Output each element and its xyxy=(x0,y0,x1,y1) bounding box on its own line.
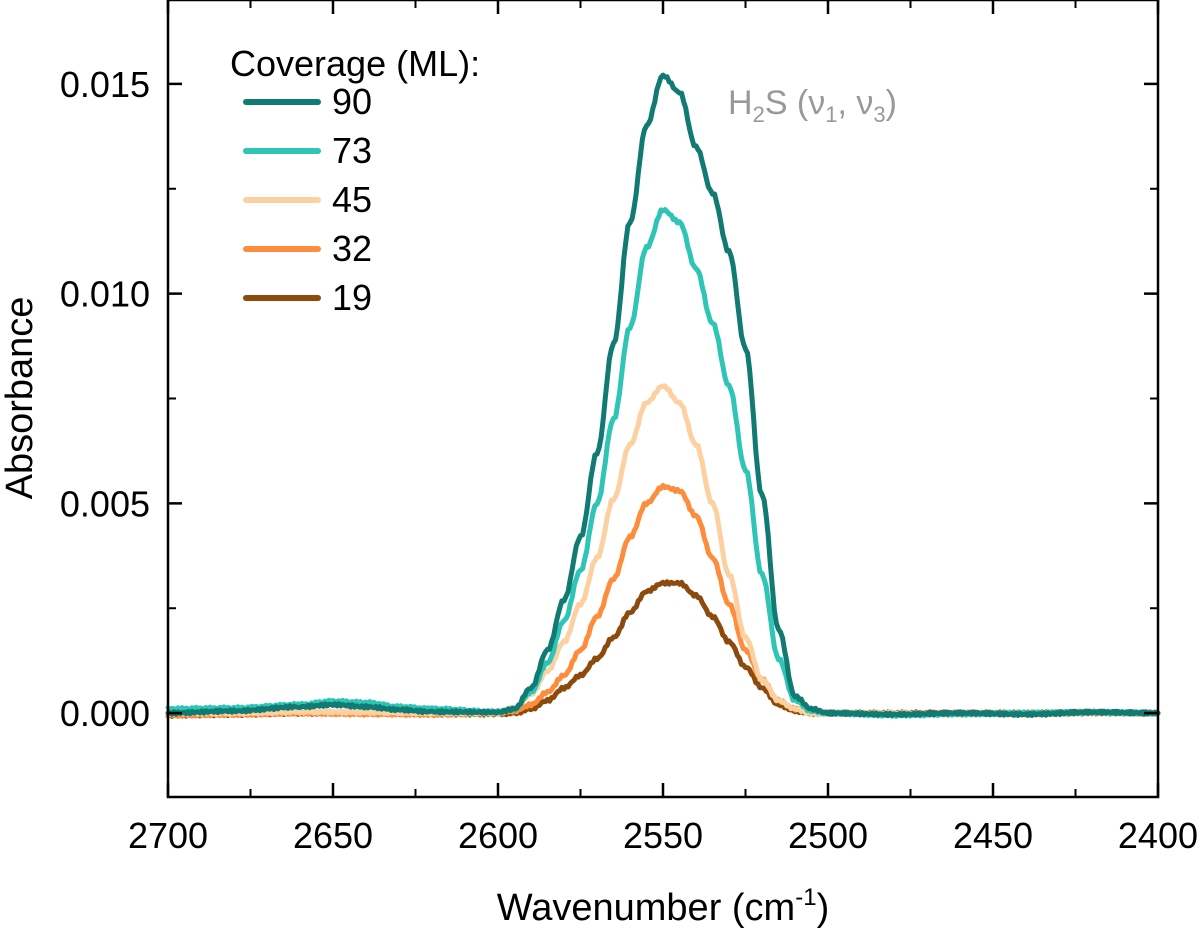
x-axis: 2700 2650 2600 2550 2500 2450 2400 xyxy=(128,0,1198,856)
legend-label-73: 73 xyxy=(332,130,372,171)
series-layer xyxy=(165,72,1161,719)
series-line-45 xyxy=(165,383,1161,719)
x-axis-label-main: Wavenumber (cm xyxy=(497,887,795,929)
plot-frame xyxy=(166,0,1160,799)
species-annotation: H2S (ν1, ν3) xyxy=(728,84,897,127)
x-tick-label: 2500 xyxy=(788,815,868,856)
y-tick-label: 0.015 xyxy=(60,64,150,105)
x-axis-label-tail: ) xyxy=(817,887,830,929)
x-axis-label-superscript: -1 xyxy=(795,884,816,911)
x-tick-label: 2700 xyxy=(128,815,208,856)
y-axis-label: Absorbance xyxy=(0,297,41,500)
y-tick-label: 0.010 xyxy=(60,274,150,315)
x-tick-label: 2400 xyxy=(1118,815,1198,856)
legend-label-19: 19 xyxy=(332,277,372,318)
x-tick-label: 2450 xyxy=(953,815,1033,856)
series-line-19 xyxy=(165,579,1161,719)
legend-label-32: 32 xyxy=(332,228,372,269)
legend-label-90: 90 xyxy=(332,81,372,122)
x-axis-label: Wavenumber (cm-1) xyxy=(497,884,829,929)
x-tick-label: 2600 xyxy=(458,815,538,856)
legend: Coverage (ML): 90 73 45 32 19 xyxy=(230,43,480,318)
series-line-73 xyxy=(165,207,1161,719)
y-axis: 0.000 0.005 0.010 0.015 xyxy=(60,64,1158,734)
series-line-32 xyxy=(165,482,1161,719)
legend-label-45: 45 xyxy=(332,179,372,220)
legend-title: Coverage (ML): xyxy=(230,43,480,84)
y-tick-label: 0.005 xyxy=(60,483,150,524)
y-tick-label: 0.000 xyxy=(60,693,150,734)
series-line-90 xyxy=(165,72,1161,719)
x-tick-label: 2650 xyxy=(293,815,373,856)
x-tick-label: 2550 xyxy=(623,815,703,856)
